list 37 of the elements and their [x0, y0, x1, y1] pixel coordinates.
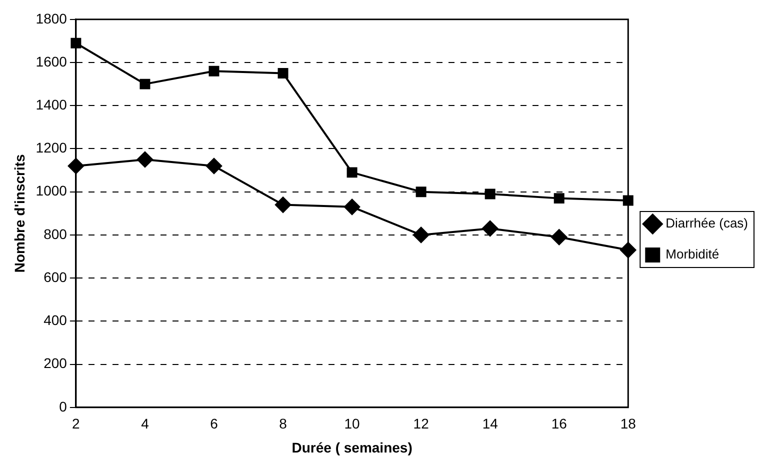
point — [344, 198, 360, 215]
y-tick-label: 1000 — [36, 182, 68, 199]
y-tick-label: 1600 — [36, 53, 68, 70]
point — [208, 66, 220, 76]
x-tick-label: 2 — [72, 416, 80, 432]
point — [346, 167, 358, 178]
y-axis-title: Nombre d'inscrits — [11, 154, 28, 273]
point — [416, 186, 426, 198]
x-tick-label: 18 — [620, 416, 636, 432]
y-tick-label: 600 — [44, 268, 68, 285]
point — [484, 188, 496, 200]
point — [278, 68, 288, 79]
legend-label: Morbidité — [666, 246, 720, 262]
y-tick-label: 400 — [44, 312, 68, 328]
x-tick-label: 14 — [482, 416, 498, 432]
y-tick-label: 1200 — [36, 140, 68, 156]
point — [140, 78, 150, 90]
point — [482, 220, 498, 236]
y-tick-label: 200 — [44, 355, 68, 372]
y-tick-label: 1800 — [36, 10, 68, 26]
point — [275, 196, 292, 213]
x-tick-label: 8 — [279, 416, 288, 432]
legend-label: Diarrhée (cas) — [666, 216, 748, 231]
x-tick-label: 12 — [413, 416, 430, 432]
y-tick-label: 1400 — [36, 96, 68, 112]
y-tick-label: 800 — [44, 226, 68, 242]
y-tick-label: 0 — [59, 398, 68, 414]
point — [136, 152, 153, 168]
point — [206, 158, 222, 174]
x-tick-label: 6 — [210, 416, 218, 432]
x-tick-label: 10 — [344, 416, 360, 432]
x-tick-label: 4 — [141, 416, 150, 432]
x-axis-title: Durée ( semaines) — [292, 439, 412, 456]
point — [551, 229, 568, 246]
x-tick-label: 16 — [551, 416, 568, 432]
point — [554, 193, 564, 204]
point — [413, 226, 430, 243]
